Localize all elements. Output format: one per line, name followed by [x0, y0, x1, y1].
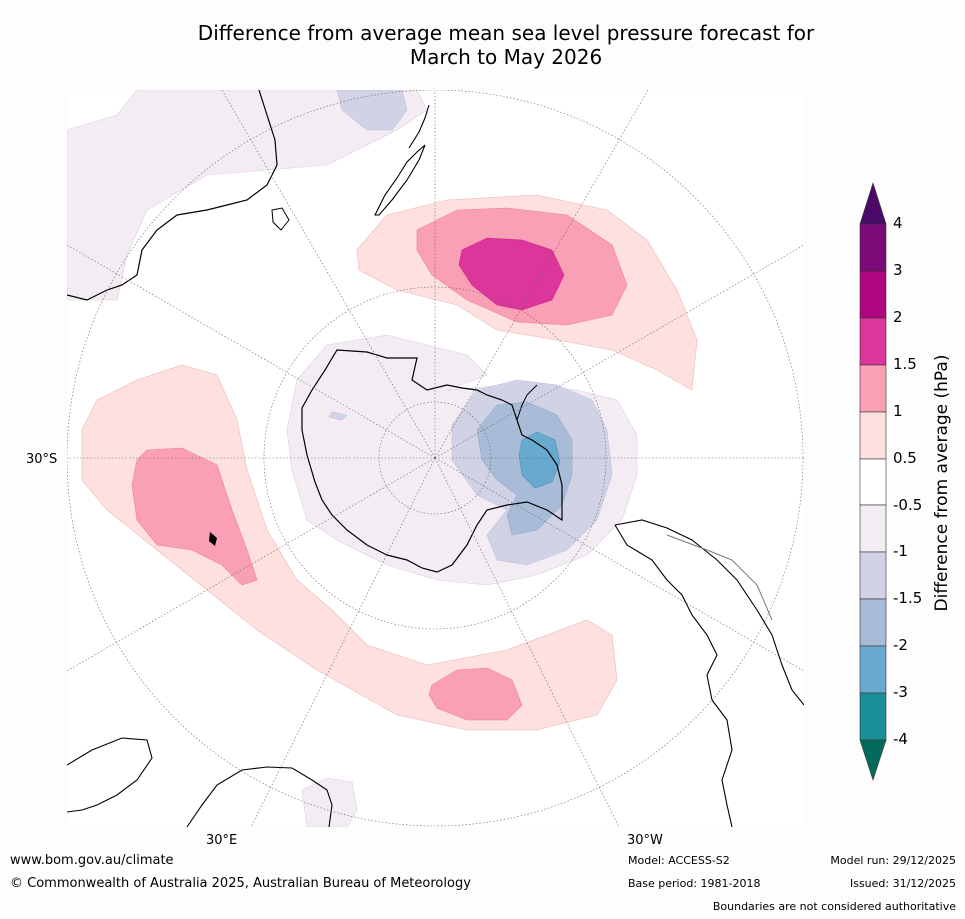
colorbar-segment-3-4 [859, 223, 887, 272]
colorbar-title: Difference from average (hPa) [932, 354, 952, 612]
colorbar-segment-neutral [859, 458, 887, 506]
footer-base-period: Base period: 1981-2018 [628, 877, 761, 890]
tasmania-coastline [271, 207, 290, 231]
map-svg [67, 90, 804, 827]
colorbar-tick-label: 4 [893, 214, 903, 232]
colorbar-tick-label: -3 [893, 683, 908, 701]
polar-map [67, 90, 804, 827]
colorbar-segment-minus3-minus2 [859, 645, 887, 694]
colorbar-segment-minus1-minus0.5 [859, 504, 887, 553]
colorbar-segment-0.5-1 [859, 411, 887, 460]
label-30s: 30°S [26, 452, 58, 467]
footer-copyright: © Commonwealth of Australia 2025, Austra… [10, 876, 471, 891]
footer-model: Model: ACCESS-S2 [628, 854, 730, 867]
colorbar-over-triangle [859, 182, 887, 225]
colorbar-segment-minus1.5-minus1 [859, 551, 887, 600]
south-america-inland-boundary [666, 534, 773, 621]
colorbar-tick-label: 0.5 [893, 449, 917, 467]
footer-disclaimer: Boundaries are not considered authoritat… [712, 900, 956, 913]
colorbar-segment-minus4-minus3 [859, 692, 887, 741]
footer-issued: Issued: 31/12/2025 [849, 877, 956, 890]
antarctic-peninsula [516, 384, 538, 421]
colorbar-segment-2-3 [859, 270, 887, 319]
colorbar-tick-label: 1.5 [893, 355, 917, 373]
label-30e: 30°E [206, 833, 238, 848]
label-30w: 30°W [627, 833, 663, 848]
colorbar [859, 182, 887, 781]
colorbar-segment-1.5-2 [859, 317, 887, 366]
south-america-coastline [614, 519, 804, 827]
colorbar-tick-label: -2 [893, 636, 908, 654]
new-zealand-coastline [374, 104, 430, 216]
anomaly-negative-3 [518, 431, 561, 489]
colorbar-tick-label: -1 [893, 542, 908, 560]
colorbar-tick-label: -1.5 [893, 589, 923, 607]
colorbar-tick-label: 2 [893, 308, 903, 326]
antarctica-coastline [301, 349, 563, 573]
africa-coastline [67, 737, 333, 827]
colorbar-under-triangle [859, 739, 887, 781]
footer-url[interactable]: www.bom.gov.au/climate [10, 853, 174, 868]
footer-model-run: Model run: 29/12/2025 [830, 854, 956, 867]
anomaly-positive-high [458, 237, 565, 311]
graticule [67, 90, 804, 827]
colorbar-tick-label: -4 [893, 730, 908, 748]
title-line-2: March to May 2026 [409, 45, 603, 69]
colorbar-tick-label: 3 [893, 261, 903, 279]
chart-title: Difference from average mean sea level p… [100, 21, 912, 69]
colorbar-segment-1-1.5 [859, 364, 887, 413]
colorbar-tick-label: -0.5 [893, 496, 923, 514]
madagascar-coastline [209, 532, 217, 546]
australia-coastline [67, 90, 278, 301]
colorbar-segment-minus2-minus1.5 [859, 598, 887, 647]
colorbar-tick-label: 1 [893, 402, 903, 420]
title-line-1: Difference from average mean sea level p… [197, 21, 815, 45]
